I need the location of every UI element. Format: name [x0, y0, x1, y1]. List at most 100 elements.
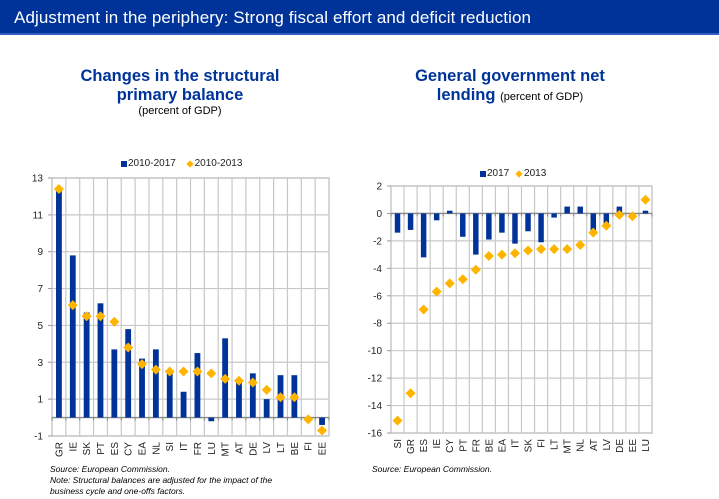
right-xtick-label: FI	[537, 439, 548, 448]
legend-bar-swatch-icon	[480, 170, 486, 177]
right-xtick-label: DE	[615, 439, 626, 453]
right-bar-SI	[394, 213, 401, 233]
left-legend-bar: 2010-2017	[121, 158, 176, 169]
left-xtick-label: ES	[110, 442, 121, 456]
right-source: Source: European Commission.	[372, 464, 493, 474]
right-marker-EA	[496, 249, 507, 260]
left-xtick-label: AT	[234, 442, 245, 454]
right-xtick-label: PT	[458, 439, 469, 452]
right-xtick-label: FR	[471, 439, 482, 452]
left-legend: 2010-2017 2010-2013	[121, 158, 250, 170]
left-ytick-label: -1	[34, 432, 43, 443]
left-xtick-label: DE	[248, 442, 259, 456]
left-xtick-label: GR	[54, 442, 65, 457]
left-bar-IT	[180, 391, 187, 418]
right-marker-LT	[549, 244, 560, 255]
right-ytick-label: -16	[368, 429, 383, 440]
right-xtick-label: LV	[602, 439, 613, 451]
left-marker-PT	[95, 311, 106, 322]
left-marker-IT	[178, 366, 189, 377]
page-title: Adjustment in the periphery: Strong fisc…	[14, 8, 532, 27]
left-xtick-label: LU	[207, 442, 218, 455]
left-ytick-label: 3	[37, 358, 43, 369]
right-marker-SK	[523, 245, 534, 256]
left-marker-AT	[233, 375, 244, 386]
left-title-line1: Changes in the structural	[80, 67, 280, 85]
right-marker-LV	[601, 220, 612, 231]
left-marker-EA	[137, 359, 148, 370]
left-source: Source: European Commission.	[50, 464, 171, 474]
right-marker-GR	[405, 388, 416, 399]
right-bar-ES	[420, 213, 427, 258]
right-xtick-label: IE	[432, 439, 443, 449]
left-subtitle: (percent of GDP)	[138, 105, 222, 117]
left-note-line2: business cycle and one-offs factors.	[50, 486, 186, 496]
right-xtick-label: LT	[550, 439, 561, 450]
right-ytick-label: -12	[368, 374, 383, 385]
left-bar-NL	[152, 349, 159, 418]
right-bar-LU	[642, 210, 649, 214]
left-xtick-label: LV	[262, 442, 273, 454]
right-bar-LT	[551, 213, 557, 218]
right-subtitle: (percent of GDP)	[500, 91, 584, 103]
right-bar-FI	[538, 213, 544, 243]
left-xtick-label: SK	[82, 442, 93, 456]
left-xtick-label: FI	[304, 442, 315, 451]
left-xtick-label: EE	[318, 442, 329, 456]
right-legend-marker: 2013	[515, 168, 546, 179]
right-bar-FR	[473, 213, 479, 255]
right-marker-CY	[444, 278, 455, 289]
right-bar-NL	[577, 206, 583, 214]
right-marker-IT	[509, 248, 520, 259]
right-marker-FI	[536, 244, 547, 255]
right-xtick-label: ES	[419, 439, 430, 453]
left-marker-BE	[289, 392, 300, 403]
left-xtick-label: FR	[193, 442, 204, 455]
right-legend: 2017 2013	[480, 168, 554, 180]
right-marker-NL	[575, 240, 586, 251]
right-chart-title: General government net lending (percent …	[360, 67, 660, 107]
right-xtick-label: NL	[576, 439, 587, 452]
left-xtick-label: NL	[151, 442, 162, 455]
right-marker-BE	[483, 250, 494, 261]
left-note-line1: Note: Structural balances are adjusted f…	[50, 475, 273, 485]
left-bar-SI	[166, 371, 173, 418]
left-xtick-label: IE	[68, 442, 79, 452]
left-ytick-label: 9	[37, 247, 43, 258]
left-ytick-label: 11	[33, 210, 44, 221]
left-legend-marker: 2010-2013	[186, 158, 242, 169]
left-marker-MT	[220, 373, 231, 384]
left-xtick-label: CY	[124, 442, 135, 456]
right-marker-EE	[627, 211, 638, 222]
right-ytick-label: 0	[376, 209, 382, 220]
left-marker-FI	[303, 414, 314, 425]
left-bar-GR	[56, 189, 62, 418]
right-ytick-label: -8	[373, 319, 382, 330]
right-xtick-label: EE	[628, 439, 639, 453]
right-xtick-label: GR	[406, 439, 417, 454]
left-marker-ES	[109, 316, 120, 327]
right-bar-EA	[499, 213, 505, 233]
left-bar-AT	[236, 378, 242, 418]
right-xtick-label: LU	[641, 439, 652, 452]
left-xtick-label: PT	[96, 442, 107, 455]
left-bar-SK	[83, 312, 90, 418]
right-legend-bar: 2017	[480, 168, 509, 179]
legend-bar-swatch-icon	[121, 160, 127, 167]
left-marker-FR	[192, 366, 203, 377]
left-ytick-label: 7	[37, 284, 43, 295]
right-marker-PT	[457, 274, 468, 285]
right-ytick-label: 2	[376, 182, 382, 193]
left-xtick-label: SI	[165, 442, 176, 451]
right-notes: Source: European Commission.	[372, 464, 492, 475]
right-ytick-label: -10	[368, 346, 383, 357]
right-xtick-label: EA	[497, 439, 508, 453]
left-xtick-label: MT	[221, 442, 232, 456]
right-bar-SK	[525, 213, 531, 232]
left-bar-ES	[111, 349, 118, 418]
right-title-line1: General government net	[415, 67, 605, 85]
right-bar-CY	[446, 210, 453, 214]
left-marker-CY	[123, 342, 134, 353]
left-bar-EE	[319, 417, 325, 425]
